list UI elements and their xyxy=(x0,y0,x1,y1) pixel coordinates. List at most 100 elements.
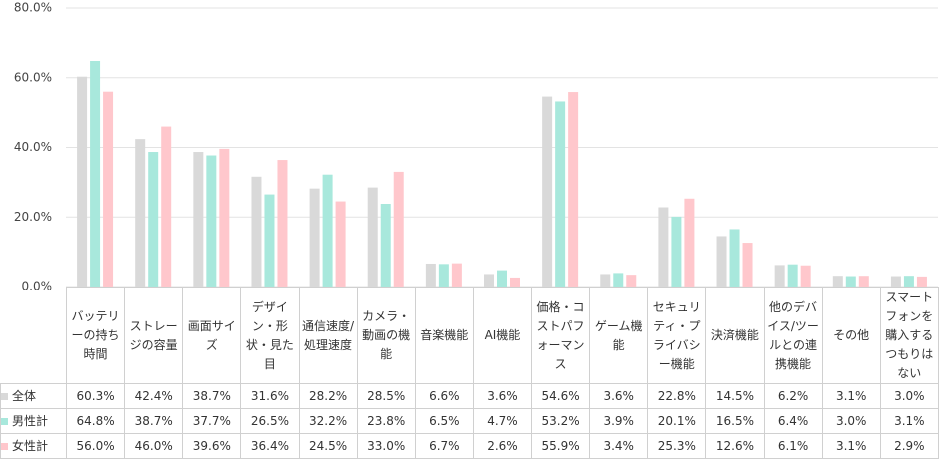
value-label: 55.9% xyxy=(530,433,591,459)
bar xyxy=(845,276,856,287)
value-label: 4.7% xyxy=(472,408,533,434)
legend-label: 女性計 xyxy=(12,438,49,453)
value-label: 2.9% xyxy=(879,433,939,459)
x-tick-label: バッテリーの持ち時間 xyxy=(65,287,126,384)
y-tick-label: 80.0% xyxy=(14,1,52,15)
value-label: 36.4% xyxy=(240,433,300,459)
bar xyxy=(497,270,507,287)
bar xyxy=(484,274,494,287)
bar xyxy=(90,61,101,288)
x-tick-label: 価格・コストパフォーマンス xyxy=(530,287,591,384)
value-label: 32.2% xyxy=(298,408,358,434)
y-tick-label: 0.0% xyxy=(22,280,53,291)
value-label: 60.3% xyxy=(65,383,126,409)
bar xyxy=(774,265,785,287)
value-label: 3.4% xyxy=(589,433,649,459)
bar xyxy=(858,276,869,287)
x-tick-label: カメラ・動画の機能 xyxy=(356,287,416,384)
legend-entry: 全体 xyxy=(0,383,67,409)
value-label: 28.2% xyxy=(298,383,358,409)
x-tick-label: 画面サイズ xyxy=(182,287,242,384)
value-label: 39.6% xyxy=(182,433,242,459)
series-row: 男性計 64.8% 38.7% 37.7% 26.5% 32.2% 23.8% 6.5% 4.7… xyxy=(0,408,939,434)
value-label: 64.8% xyxy=(65,408,126,434)
bar xyxy=(600,274,611,287)
bar xyxy=(219,148,230,287)
x-tick-label: セキュリティ・プライバシー機能 xyxy=(647,287,707,384)
value-label: 26.5% xyxy=(240,408,300,434)
value-label: 14.5% xyxy=(705,383,765,409)
value-label: 3.0% xyxy=(879,383,939,409)
bar xyxy=(251,176,262,287)
value-label: 24.5% xyxy=(298,433,358,459)
bar xyxy=(103,91,114,287)
series-row: 女性計 56.0% 46.0% 39.6% 36.4% 24.5% 33.0% 6.7% 2.6… xyxy=(0,433,939,459)
value-label: 38.7% xyxy=(182,383,242,409)
bar xyxy=(568,92,579,287)
y-tick-label: 60.0% xyxy=(14,70,52,84)
y-tick-label: 40.0% xyxy=(14,140,52,154)
series-row: 全体 60.3% 42.4% 38.7% 31.6% 28.2% 28.5% 6.6% 3.6%… xyxy=(0,383,939,409)
bar xyxy=(684,198,695,287)
value-label: 3.9% xyxy=(589,408,649,434)
value-label: 54.6% xyxy=(530,383,591,409)
value-label: 38.7% xyxy=(124,408,184,434)
value-label: 3.6% xyxy=(472,383,533,409)
bar xyxy=(542,96,553,288)
value-label: 12.6% xyxy=(705,433,765,459)
x-tick-label: 通信速度/処理速度 xyxy=(298,287,358,384)
value-label: 56.0% xyxy=(65,433,126,459)
bar xyxy=(671,216,682,287)
bar xyxy=(658,207,669,287)
bar xyxy=(135,139,146,287)
bar xyxy=(277,160,288,287)
value-label: 16.5% xyxy=(705,408,765,434)
x-tick-label: その他 xyxy=(821,287,881,384)
value-label: 46.0% xyxy=(124,433,184,459)
value-label: 6.7% xyxy=(414,433,474,459)
x-tick-label: AI機能 xyxy=(472,287,533,384)
bar xyxy=(264,194,275,287)
bar xyxy=(451,263,462,287)
bar xyxy=(206,155,217,287)
x-tick-label: 決済機能 xyxy=(705,287,765,384)
value-label: 42.4% xyxy=(124,383,184,409)
value-label: 23.8% xyxy=(356,408,416,434)
bar xyxy=(832,276,843,287)
bar xyxy=(425,263,436,287)
legend-entry: 女性計 xyxy=(0,433,67,459)
bar xyxy=(322,174,333,287)
value-label: 6.6% xyxy=(414,383,474,409)
bar xyxy=(729,229,740,287)
legend-swatch xyxy=(1,392,8,400)
x-tick-label: デザイン・形状・見た目 xyxy=(240,287,300,384)
legend-swatch xyxy=(1,417,8,425)
table-corner xyxy=(0,287,67,384)
bar xyxy=(916,276,927,287)
value-label: 3.1% xyxy=(879,408,939,434)
value-label: 33.0% xyxy=(356,433,416,459)
chart: 0.0% 20.0% 40.0% 60.0% 80.0% xyxy=(14,1,938,291)
value-label: 25.3% xyxy=(647,433,707,459)
bar xyxy=(77,76,88,287)
x-tick-label: 他のデバイス/ツールとの連携機能 xyxy=(763,287,823,384)
bar xyxy=(800,265,811,287)
bar xyxy=(367,187,378,287)
bar xyxy=(393,171,404,287)
bar xyxy=(380,203,391,287)
bar xyxy=(890,276,901,287)
x-tick-label: スマートフォンを購入するつもりはない xyxy=(879,287,939,384)
value-label: 22.8% xyxy=(647,383,707,409)
value-label: 37.7% xyxy=(182,408,242,434)
data-table: バッテリーの持ち時間 ストレージの容量 画面サイズ デザイン・形状・見た目 通信速度/処… xyxy=(0,287,939,459)
x-tick-label: ストレージの容量 xyxy=(124,287,184,384)
value-label: 53.2% xyxy=(530,408,591,434)
value-label: 3.6% xyxy=(589,383,649,409)
value-label: 3.0% xyxy=(821,408,881,434)
value-label: 6.4% xyxy=(763,408,823,434)
value-label: 31.6% xyxy=(240,383,300,409)
bar xyxy=(510,277,520,287)
x-tick-label: ゲーム機能 xyxy=(589,287,649,384)
bar xyxy=(148,152,159,287)
